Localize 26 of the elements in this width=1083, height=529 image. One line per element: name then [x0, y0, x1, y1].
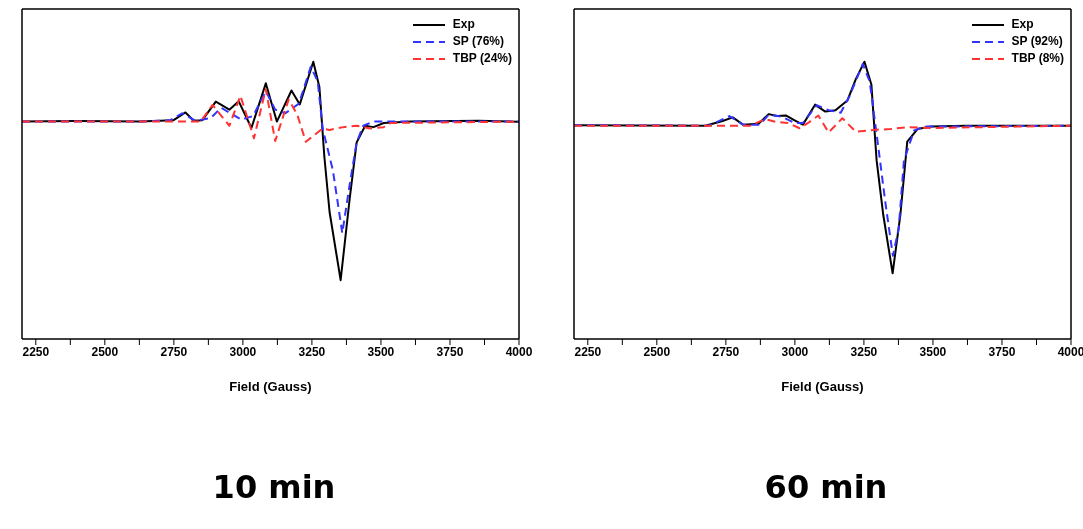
text: 60 min	[763, 468, 889, 506]
x-tick-label: 3000	[229, 344, 257, 359]
x-tick-label: 3500	[919, 344, 947, 359]
x-tick-label: 4000	[505, 344, 533, 359]
x-tick-label: 2750	[712, 344, 740, 359]
x-tick-label: 3250	[850, 344, 878, 359]
x-tick-label: 3000	[781, 344, 809, 359]
legend-label: SP (92%)	[1011, 33, 1063, 50]
x-tick-label: 3750	[988, 344, 1016, 359]
legend-label: SP (76%)	[452, 33, 504, 50]
x-tick-label: 3750	[436, 344, 464, 359]
legend-label: TBP (24%)	[452, 50, 512, 67]
text: 10 min	[211, 468, 337, 506]
x-tick-label: 2500	[643, 344, 671, 359]
x-axis-title: Field (Gauss)	[781, 379, 864, 394]
x-tick-label: 2750	[160, 344, 188, 359]
x-tick-label: 2250	[574, 344, 602, 359]
legend-label: Exp	[1011, 16, 1034, 33]
x-tick-label: 3500	[367, 344, 395, 359]
x-tick-label: 4000	[1057, 344, 1083, 359]
x-tick-label: 2500	[91, 344, 119, 359]
x-tick-label: 3250	[298, 344, 326, 359]
legend-label: TBP (8%)	[1011, 50, 1064, 67]
x-tick-label: 2250	[22, 344, 50, 359]
legend-label: Exp	[452, 16, 475, 33]
x-axis-title: Field (Gauss)	[229, 379, 312, 394]
